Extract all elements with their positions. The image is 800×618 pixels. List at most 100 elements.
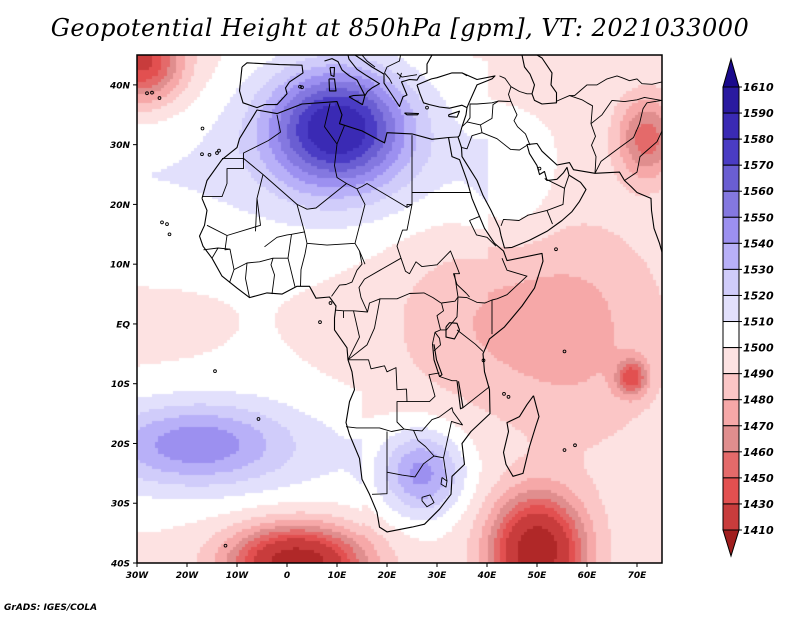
country-border <box>510 86 532 95</box>
x-tick-label: 30E <box>428 571 448 581</box>
colorbar-box <box>722 86 740 114</box>
y-tick-label: 40N <box>109 81 131 91</box>
africa-coastline <box>198 101 544 533</box>
corsica-coastline <box>329 67 336 78</box>
country-border <box>245 257 274 298</box>
canary-islands <box>207 152 212 157</box>
country-border <box>590 96 662 125</box>
x-tick-label: 40E <box>477 571 498 581</box>
country-border <box>331 243 363 297</box>
country-border <box>498 100 531 146</box>
country-border <box>347 298 381 361</box>
colorbar-label: 1540 <box>743 237 774 250</box>
country-border <box>264 204 305 248</box>
colorbar-box <box>722 321 740 349</box>
country-border <box>569 75 662 97</box>
country-border <box>396 204 467 294</box>
colorbar-box <box>722 138 740 166</box>
azores-islands <box>157 96 162 100</box>
mauritius-island <box>573 443 577 448</box>
iberia-coastline <box>238 62 304 109</box>
country-border <box>546 210 553 225</box>
balearic-islands <box>300 85 304 90</box>
levant-arabia-coastline <box>457 107 662 253</box>
colorbar-label: 1450 <box>743 472 774 485</box>
country-border <box>399 72 402 80</box>
country-border <box>469 215 480 221</box>
madagascar-coastline <box>502 395 540 477</box>
country-border <box>439 376 457 382</box>
country-border <box>481 132 528 151</box>
cape-verde-islands <box>160 220 164 225</box>
azores-islands <box>145 91 149 96</box>
colorbar-label: 1610 <box>743 81 774 94</box>
country-border <box>403 407 463 482</box>
country-border <box>440 477 448 488</box>
country-border <box>466 100 499 123</box>
country-border <box>407 372 440 403</box>
country-border <box>361 55 376 68</box>
country-border <box>466 293 470 298</box>
country-border <box>270 257 288 295</box>
comoros-islands <box>506 395 511 399</box>
country-border <box>359 250 366 265</box>
country-border <box>624 130 662 181</box>
country-border <box>480 100 499 126</box>
y-tick-label: 20S <box>111 440 130 450</box>
country-border <box>500 178 565 227</box>
country-border <box>384 55 401 74</box>
black-sea-north-coastline <box>432 55 433 56</box>
y-tick-label: 40S <box>110 560 130 570</box>
colorbar-box <box>722 503 740 531</box>
cape-verde-islands <box>165 222 169 226</box>
plot-frame <box>136 54 663 564</box>
ascension-island <box>213 369 217 374</box>
cape-verde-islands <box>167 232 172 237</box>
country-border <box>202 157 244 198</box>
x-tick-label: 50E <box>528 571 548 581</box>
azores-islands <box>150 90 154 95</box>
lake-malawi-coastline <box>456 380 464 410</box>
sao-tome-island <box>318 320 322 324</box>
cyprus-coastline <box>447 110 461 118</box>
country-border <box>358 257 442 313</box>
bioko-island <box>328 301 333 305</box>
country-borders <box>202 55 662 508</box>
italy-coastline <box>324 55 381 97</box>
country-border <box>336 125 345 145</box>
sri-lanka-coastline <box>686 265 697 288</box>
y-tick-label: 20N <box>110 201 131 211</box>
colorbar-label: 1580 <box>743 133 774 146</box>
bahrain-island <box>537 166 542 171</box>
colorbar-label: 1490 <box>743 368 774 381</box>
colorbar-box <box>722 216 740 244</box>
country-border <box>396 72 418 78</box>
rhodes-island <box>425 105 429 110</box>
x-tick-label: 60E <box>578 571 598 581</box>
country-border <box>413 430 444 459</box>
colorbar-label: 1410 <box>743 524 774 537</box>
sardinia-coastline <box>328 78 337 92</box>
colorbar-label: 1470 <box>743 420 774 433</box>
country-border <box>456 329 484 352</box>
colorbar-box <box>722 347 740 375</box>
country-border <box>206 224 228 236</box>
colorbar-box <box>722 190 740 218</box>
x-tick-label: 0 <box>284 571 290 581</box>
canary-islands <box>200 152 204 157</box>
canary-islands <box>217 148 221 153</box>
country-border <box>436 296 459 331</box>
country-border <box>594 99 662 174</box>
country-border <box>406 135 413 208</box>
y-axis: 40N 30N 20N 10N EQ 10S 20S 30S 40S <box>109 81 137 570</box>
x-tick-label: 20E <box>378 571 398 581</box>
geopotential-height-field <box>137 55 662 563</box>
tristan-island <box>223 543 228 548</box>
country-border <box>287 234 296 288</box>
colorbar-box <box>722 268 740 296</box>
country-border <box>345 359 408 432</box>
country-border <box>555 100 558 103</box>
caspian-coastline <box>521 55 558 105</box>
country-border <box>347 310 360 361</box>
